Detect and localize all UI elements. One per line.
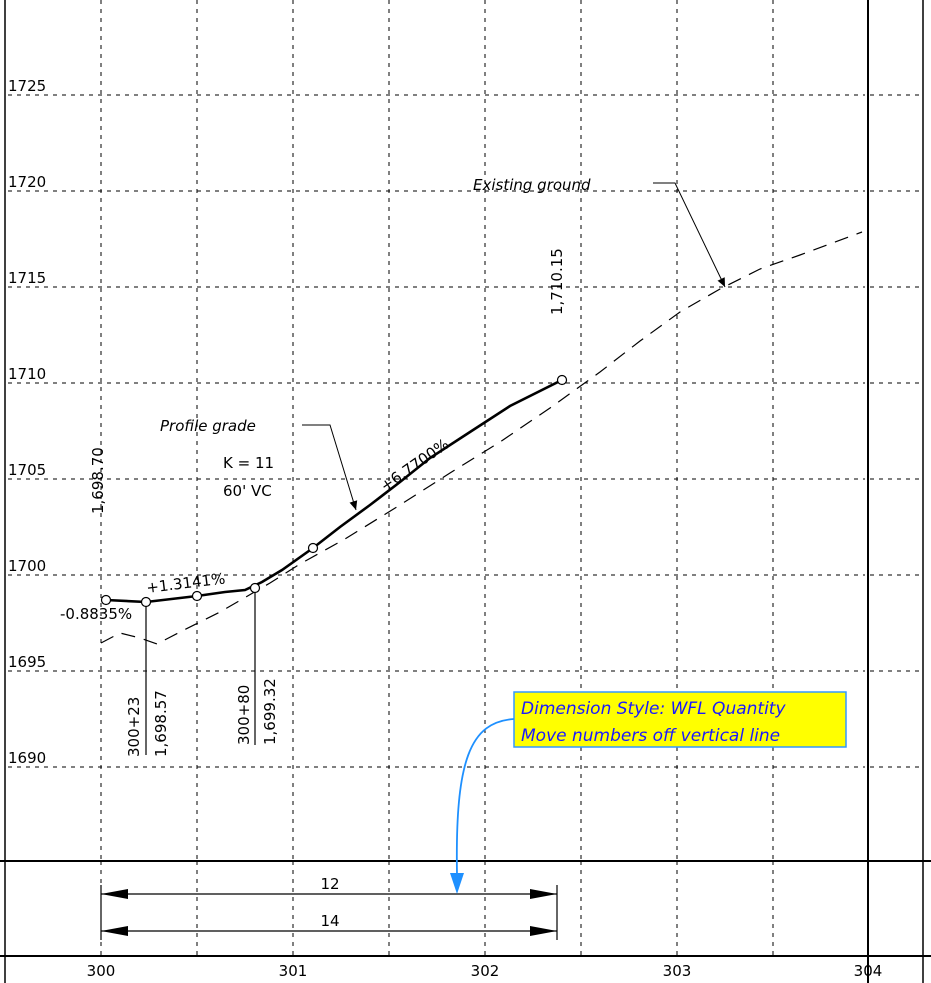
pvi-elevation-label: 1,699.32 [261, 678, 279, 745]
quantity-top-label: 12 [320, 875, 339, 893]
elevation-label: 1690 [8, 749, 46, 767]
elevation-label: 1720 [8, 173, 46, 191]
pvc-elevation-label: 1,698.57 [152, 690, 170, 757]
pvc-station-label: 300+23 [125, 697, 143, 757]
grid [8, 0, 921, 956]
station-label: 302 [471, 962, 500, 980]
grade-out-label: +6.7700% [377, 435, 452, 495]
pvi-station-label: 300+80 [235, 685, 253, 745]
profile-grade-leader [302, 424, 358, 511]
note-leader [455, 718, 515, 876]
quantity-bottom-label: 14 [320, 912, 339, 930]
elevation-labels: 1725 1720 1715 1710 1705 1700 1695 1690 [8, 77, 46, 767]
point-pvi [249, 582, 261, 594]
elevation-end-label: 1,710.15 [548, 248, 566, 315]
point-mid [191, 590, 203, 602]
point-pvt [307, 542, 319, 554]
elevation-label: 1700 [8, 557, 46, 575]
curve-k-label: K = 11 [223, 454, 274, 472]
station-label: 303 [663, 962, 692, 980]
elevation-label: 1710 [8, 365, 46, 383]
point-end [556, 374, 568, 386]
elevation-label: 1705 [8, 461, 46, 479]
station-labels: 300 301 302 303 304 [87, 962, 883, 980]
note-line-1: Dimension Style: WFL Quantity [521, 699, 786, 719]
existing-ground-leader [653, 182, 726, 288]
existing-ground-label: Existing ground [473, 176, 591, 194]
station-label: 300 [87, 962, 116, 980]
elevation-label: 1715 [8, 269, 46, 287]
dimension-style-note: Dimension Style: WFL Quantity Move numbe… [450, 691, 847, 894]
note-leader-arrow-icon [450, 873, 464, 894]
arrow-top-right-icon [530, 889, 557, 899]
profile-grade-line [105, 378, 563, 604]
elevation-label: 1695 [8, 653, 46, 671]
point-begin [100, 594, 112, 606]
arrow-top-left-icon [101, 889, 128, 899]
elevation-begin-label: 1,698.70 [89, 447, 107, 514]
station-label: 304 [854, 962, 883, 980]
existing-ground-line [100, 231, 863, 645]
grade-in-label: -0.8835% [60, 605, 132, 623]
profile-grade-label: Profile grade [160, 417, 256, 435]
profile-points [100, 374, 568, 608]
arrow-bottom-left-icon [101, 926, 128, 936]
elevation-label: 1725 [8, 77, 46, 95]
quantity-dimensions [100, 885, 558, 940]
station-label: 301 [279, 962, 308, 980]
arrow-bottom-right-icon [530, 926, 557, 936]
point-pvc [140, 596, 152, 608]
note-line-2: Move numbers off vertical line [521, 726, 780, 746]
curve-vc-label: 60' VC [223, 482, 272, 500]
note-box [513, 691, 847, 748]
